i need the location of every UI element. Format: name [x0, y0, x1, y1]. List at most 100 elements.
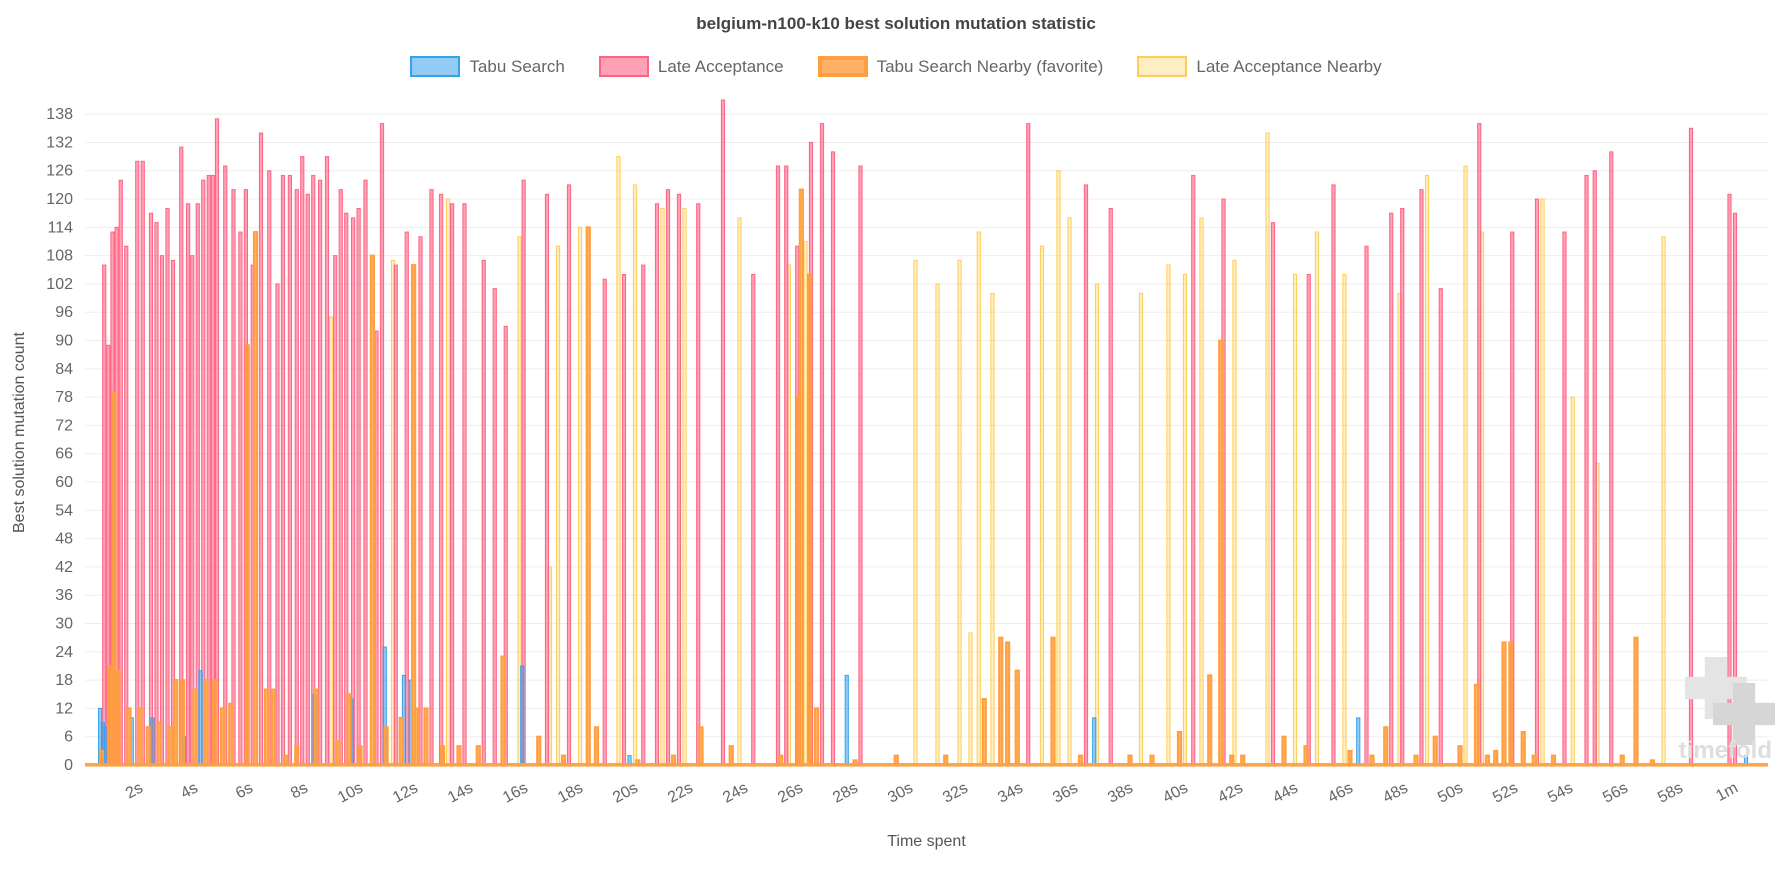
y-tick-label: 138: [46, 106, 73, 123]
x-tick-label: 28s: [830, 780, 861, 807]
bar: [1477, 123, 1482, 766]
bar: [807, 273, 813, 766]
bar: [784, 165, 789, 766]
bar: [1562, 231, 1567, 766]
chart-legend: Tabu Search Late Acceptance Tabu Search Ne…: [0, 56, 1792, 77]
zero-baseline: [85, 763, 1768, 767]
bar: [968, 632, 973, 766]
bar: [1005, 641, 1011, 767]
x-tick-label: 30s: [885, 780, 916, 807]
y-tick-label: 60: [55, 474, 73, 491]
bar: [267, 170, 272, 766]
bar: [957, 259, 962, 766]
x-tick-label: 18s: [555, 780, 586, 807]
legend-item-tabu-search-nearby-favorite[interactable]: Tabu Search Nearby (favorite): [817, 56, 1104, 77]
bar: [206, 174, 211, 766]
bar: [192, 688, 198, 766]
x-tick-label: 24s: [720, 780, 751, 807]
bar: [179, 146, 184, 766]
bar: [231, 189, 236, 766]
plus-icon: [1713, 702, 1775, 726]
x-tick-label: 46s: [1325, 780, 1356, 807]
bar: [1520, 730, 1526, 767]
bar: [300, 156, 305, 766]
legend-item-tabu-search[interactable]: Tabu Search: [410, 56, 565, 77]
bar: [351, 217, 356, 766]
bar: [338, 189, 343, 766]
x-tick-label: 32s: [940, 780, 971, 807]
bar: [981, 697, 987, 766]
y-tick-label: 102: [46, 276, 73, 293]
legend-label: Tabu Search Nearby (favorite): [876, 56, 1104, 76]
bar: [1364, 245, 1369, 766]
bar: [456, 745, 462, 767]
bar: [150, 717, 155, 766]
bar: [858, 165, 863, 766]
bar: [305, 193, 310, 766]
bar: [1473, 683, 1480, 766]
bar: [311, 174, 316, 766]
bar: [294, 189, 299, 766]
bar: [1094, 283, 1100, 766]
bar: [475, 745, 481, 767]
bar: [698, 726, 704, 767]
bar: [154, 222, 159, 766]
bar: [1232, 259, 1237, 766]
bar: [492, 288, 497, 766]
bar: [450, 203, 455, 766]
bar: [830, 151, 836, 766]
bar: [566, 184, 572, 766]
bar: [1493, 749, 1499, 767]
bar: [1432, 735, 1438, 767]
y-tick-label: 36: [55, 587, 73, 604]
y-tick-label: 96: [55, 304, 73, 321]
bar: [1424, 174, 1430, 766]
bar: [1199, 217, 1204, 766]
bar: [544, 193, 550, 766]
timefold-watermark: timefold: [1679, 657, 1775, 764]
legend-item-late-acceptance-nearby[interactable]: Late Acceptance Nearby: [1137, 56, 1382, 77]
x-tick-label: 48s: [1380, 780, 1411, 807]
bar: [654, 203, 660, 766]
bar: [211, 679, 217, 766]
legend-item-late-acceptance[interactable]: Late Acceptance: [598, 56, 784, 77]
y-tick-label: 72: [55, 417, 73, 434]
bar: [103, 726, 108, 766]
bar: [1108, 207, 1113, 766]
bar: [1342, 274, 1347, 766]
x-tick-label: 42s: [1215, 780, 1246, 807]
bar: [819, 123, 825, 766]
bar: [111, 391, 117, 766]
y-tick-label: 42: [55, 559, 73, 576]
bar: [1419, 189, 1424, 766]
bar: [145, 726, 151, 767]
x-tick-label: 10s: [335, 780, 366, 807]
bar: [1281, 735, 1287, 767]
bar: [1463, 165, 1468, 766]
y-tick-label: 90: [55, 333, 73, 350]
bar: [593, 726, 600, 767]
bar: [665, 189, 671, 766]
bar: [393, 264, 398, 766]
x-tick-label: 1m: [1713, 780, 1741, 805]
bar: [439, 745, 446, 767]
bar: [238, 231, 243, 766]
y-tick-label: 84: [55, 361, 73, 378]
bar: [228, 702, 234, 766]
bar: [720, 99, 726, 766]
plus-icon: [1685, 676, 1747, 700]
bar: [214, 118, 220, 766]
bar: [1389, 212, 1394, 766]
bar: [280, 174, 286, 766]
bar: [844, 674, 849, 766]
x-tick-label: 14s: [445, 780, 476, 807]
bar: [555, 245, 561, 766]
bar: [329, 316, 334, 766]
bar: [203, 679, 209, 766]
bar: [186, 203, 191, 766]
bar: [263, 688, 270, 766]
chart-title: belgium-n100-k10 best solution mutation …: [696, 14, 1096, 33]
bar: [167, 726, 173, 767]
